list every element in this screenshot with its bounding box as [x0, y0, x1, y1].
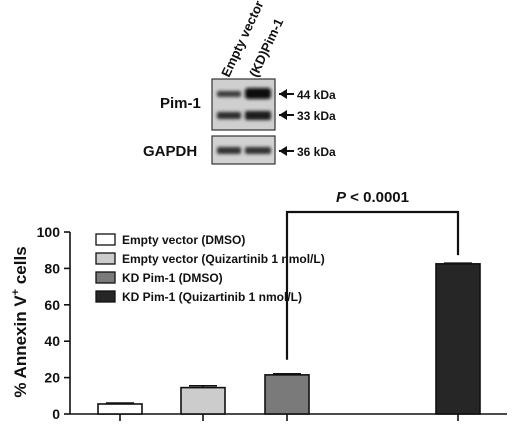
- bar: [435, 263, 481, 415]
- y-ticks: 0 20 40 60 80 100: [37, 224, 70, 422]
- legend-entry: KD Pim-1 (Quizartinib 1 nmol/L): [122, 290, 302, 304]
- y-tick-label: 40: [44, 333, 60, 349]
- legend: Empty vector (DMSO) Empty vector (Quizart…: [95, 233, 325, 304]
- gapdh-bands: [217, 147, 271, 154]
- marker-36kda: 36 kDa: [279, 145, 336, 159]
- band-ev-44kda: [217, 91, 241, 97]
- pim1-blot-membrane: [211, 78, 276, 131]
- y-tick-label: 0: [52, 406, 60, 422]
- marker-33kda-label: 33 kDa: [297, 109, 336, 123]
- significance-annotation: P < 0.0001: [285, 189, 460, 360]
- legend-swatch: [95, 290, 116, 303]
- gapdh-row-label: GAPDH: [143, 143, 197, 160]
- pim1-row-label: Pim-1: [160, 95, 201, 112]
- y-tick-label: 100: [37, 224, 61, 240]
- y-axis-label: % Annexin V+ cells: [10, 246, 30, 397]
- arrowhead-44kda-icon: [279, 89, 287, 99]
- marker-36kda-label: 36 kDa: [297, 145, 336, 159]
- band-kd-gapdh: [245, 147, 271, 154]
- marker-44kda-label: 44 kDa: [297, 88, 336, 102]
- y-tick-label: 20: [44, 370, 60, 386]
- bar: [264, 374, 310, 415]
- arrowhead-33kda-icon: [279, 110, 287, 120]
- legend-entry: Empty vector (DMSO): [122, 233, 245, 247]
- western-blot: Empty vector (KD)Pim-1 Pim-1 GAPDH 44 kD…: [143, 0, 336, 165]
- legend-swatch: [95, 271, 116, 284]
- bars: [97, 262, 481, 415]
- bar-chart: % Annexin V+ cells 0 20 40 60 80 100 Empty ve…: [10, 189, 507, 422]
- p-value-label: P < 0.0001: [336, 189, 409, 206]
- legend-entry: Empty vector (Quizartinib 1 nmol/L): [122, 252, 325, 266]
- bar: [180, 386, 226, 415]
- band-kd-44kda: [245, 88, 271, 99]
- x-ticks: [119, 414, 459, 421]
- arrowhead-36kda-icon: [279, 146, 287, 156]
- y-tick-label: 60: [44, 297, 60, 313]
- marker-33kda: 33 kDa: [279, 109, 336, 123]
- band-kd-33kda: [245, 111, 271, 120]
- band-ev-33kda: [217, 112, 241, 119]
- bar: [97, 403, 143, 415]
- legend-swatch: [95, 233, 116, 246]
- marker-44kda: 44 kDa: [279, 88, 336, 102]
- band-ev-gapdh: [217, 147, 241, 154]
- pim1-bands: [217, 88, 271, 120]
- y-tick-label: 80: [44, 260, 60, 276]
- legend-entry: KD Pim-1 (DMSO): [122, 271, 223, 285]
- legend-swatch: [95, 252, 116, 265]
- significance-bracket: [285, 210, 460, 360]
